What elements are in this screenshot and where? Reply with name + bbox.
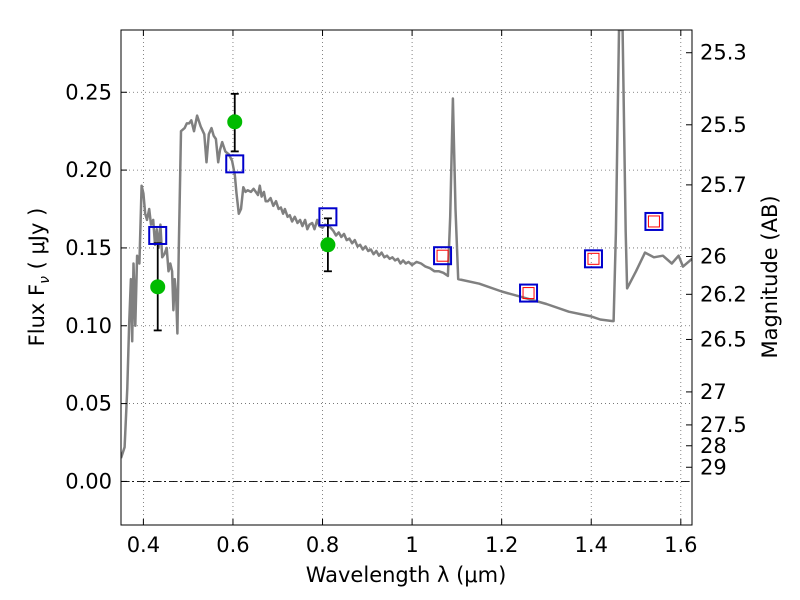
right-tick-label: 25.3 bbox=[700, 41, 747, 65]
right-axis-label: Magnitude (AB) bbox=[758, 195, 782, 358]
x-ticks: 0.4 0.6 0.8 1 1.2 1.4 1.6 bbox=[127, 30, 698, 557]
model-square bbox=[644, 211, 664, 231]
y-tick-label: 0.00 bbox=[65, 469, 112, 493]
y-tick-label: 0.25 bbox=[65, 80, 112, 104]
model-square bbox=[148, 225, 168, 245]
model-photometry-squares bbox=[148, 154, 664, 303]
y-tick-label: 0.20 bbox=[65, 158, 112, 182]
y-ticks: 0.00 0.05 0.10 0.15 0.20 0.25 bbox=[65, 80, 127, 493]
model-square bbox=[583, 249, 603, 269]
right-tick-label: 28 bbox=[700, 434, 727, 458]
right-tick-label: 26.2 bbox=[700, 282, 747, 306]
x-tick-label: 1 bbox=[405, 533, 418, 557]
x-tick-label: 0.6 bbox=[216, 533, 249, 557]
inner-square bbox=[522, 287, 535, 300]
y-axis-label-sub: ν bbox=[37, 276, 53, 284]
y-tick-label: 0.10 bbox=[65, 314, 112, 338]
model-square bbox=[433, 246, 453, 266]
right-tick-label: 29 bbox=[700, 455, 727, 479]
observed-point bbox=[320, 237, 336, 253]
y-tick-label: 0.15 bbox=[65, 236, 112, 260]
x-tick-label: 0.8 bbox=[306, 533, 339, 557]
inner-square bbox=[647, 215, 660, 228]
plot-frame bbox=[120, 29, 693, 526]
right-tick-label: 25.7 bbox=[700, 173, 747, 197]
x-tick-label: 0.4 bbox=[127, 533, 160, 557]
observed-point bbox=[227, 114, 243, 130]
y-axis-label-unit: ( μJy ) bbox=[25, 208, 49, 276]
x-tick-label: 1.4 bbox=[575, 533, 608, 557]
x-tick-label: 1.6 bbox=[664, 533, 697, 557]
right-tick-label: 25.5 bbox=[700, 113, 747, 137]
x-axis-label: Wavelength λ (μm) bbox=[306, 563, 507, 587]
y-tick-label: 0.05 bbox=[65, 392, 112, 416]
spectrum-path bbox=[121, 30, 692, 459]
observed-points bbox=[150, 114, 336, 295]
y-axis-label: Flux Fν ( μJy ) bbox=[25, 208, 53, 347]
observed-point bbox=[150, 279, 166, 295]
model-square bbox=[318, 207, 338, 227]
model-square bbox=[225, 154, 245, 174]
right-tick-label: 26 bbox=[700, 244, 727, 268]
model-spectrum-line bbox=[121, 30, 692, 459]
inner-square bbox=[587, 252, 600, 265]
y-axis-label-main: Flux F bbox=[25, 284, 49, 346]
x-tick-label: 1.2 bbox=[485, 533, 518, 557]
right-tick-label: 26.5 bbox=[700, 327, 747, 351]
right-tick-label: 27.5 bbox=[700, 413, 747, 437]
grid-lines bbox=[121, 30, 692, 525]
inner-square bbox=[436, 249, 449, 262]
model-square bbox=[519, 283, 539, 303]
right-tick-label: 27 bbox=[700, 380, 727, 404]
